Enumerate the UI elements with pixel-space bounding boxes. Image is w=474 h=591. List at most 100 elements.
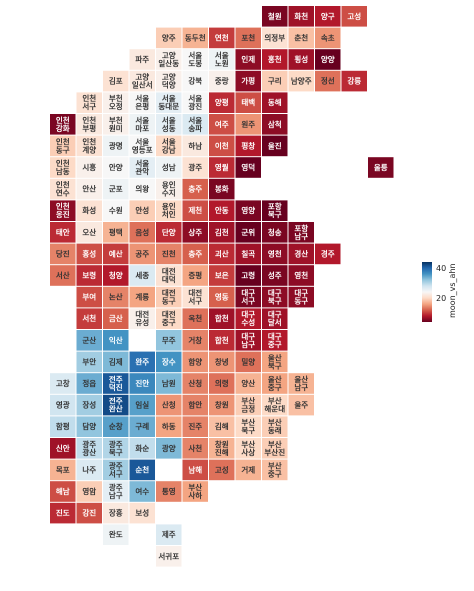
map-tile: 영동 [209, 286, 235, 308]
tile-rect [129, 222, 155, 243]
tile-rect [235, 459, 261, 481]
tile-label: 안동 [215, 205, 229, 215]
tile-rect [156, 49, 182, 70]
tile-label: 속초 [321, 32, 335, 42]
tile-rect [129, 308, 155, 329]
tile-rect [50, 178, 76, 200]
tile-label: 부산 [241, 396, 255, 406]
tile-label: 은평 [135, 101, 149, 111]
tile-label: 광주 [82, 439, 96, 449]
map-tile: 봉화 [209, 178, 235, 200]
tile-rect [50, 265, 76, 286]
tile-rect [76, 502, 102, 524]
tile-rect [235, 394, 261, 416]
tile-rect [103, 308, 129, 329]
tile-label: 군산 [82, 335, 96, 345]
tile-label: 부산 [241, 417, 255, 427]
map-tile: 밀양 [235, 351, 261, 373]
tile-label: 울릉 [374, 162, 388, 172]
tile-rect [50, 135, 76, 157]
tile-label: 인천 [82, 93, 96, 103]
map-tile: 의왕 [129, 178, 155, 200]
tile-label: 수성 [241, 317, 255, 327]
map-tile: 고성 [209, 459, 235, 481]
map-tile: 함양 [182, 351, 208, 373]
tile-label: 광주 [109, 460, 123, 470]
tile-label: 거창 [188, 335, 202, 345]
tile-label: 철원 [268, 11, 282, 21]
tile-label: 화천 [294, 11, 308, 21]
map-tile: 청양 [103, 265, 129, 286]
tile-rect [156, 92, 182, 113]
tile-label: 광주 [109, 482, 123, 492]
map-tile: 시흥 [76, 157, 102, 178]
tile-label: 대전 [162, 288, 176, 298]
tile-label: 고성 [215, 464, 229, 474]
tile-label: 울산 [268, 352, 282, 362]
map-tile: 김포 [103, 70, 129, 92]
tile-label: 증평 [188, 270, 202, 280]
map-tile: 광주 [182, 157, 208, 178]
map-tile: 단양 [156, 222, 182, 243]
tile-label: 거제 [241, 464, 255, 474]
tile-label: 봉화 [215, 184, 229, 194]
map-tile: 영암 [76, 481, 102, 502]
tile-rect [76, 92, 102, 113]
tile-label: 논산 [109, 292, 123, 302]
tile-label: 고령 [241, 270, 255, 280]
tile-rect [156, 524, 182, 545]
map-tile: 울진 [262, 135, 288, 157]
tile-label: 동구 [294, 297, 308, 306]
map-tile: 음성 [129, 222, 155, 243]
tile-rect [235, 416, 261, 437]
map-tile: 영광 [50, 394, 76, 416]
map-tile: 거제 [235, 459, 261, 481]
tile-rect [156, 70, 182, 92]
map-tile: 보은 [209, 265, 235, 286]
tile-label: 용인 [162, 201, 176, 211]
tile-rect [182, 200, 208, 221]
tile-label: 안양 [109, 162, 123, 172]
tile-rect [50, 416, 76, 437]
tile-rect [262, 49, 288, 70]
tile-rect [368, 157, 394, 178]
tile-rect [262, 351, 288, 373]
map-tile: 옥천 [182, 308, 208, 329]
tile-rect [103, 92, 129, 113]
tile-rect [235, 351, 261, 373]
tile-rect [50, 200, 76, 221]
map-tile: 진도 [50, 502, 76, 524]
tile-label: 진주 [188, 421, 202, 431]
tile-label: 서울 [135, 136, 149, 146]
tile-rect [50, 481, 76, 502]
tile-rect [182, 438, 208, 459]
tile-label: 평택 [109, 227, 123, 237]
colorbar [422, 262, 432, 322]
tile-rect [209, 286, 235, 308]
tile-label: 부산 [268, 439, 282, 449]
tile-label: 북구 [109, 447, 123, 457]
map-tile: 진천 [156, 243, 182, 265]
map-tile: 합천 [209, 308, 235, 329]
tile-rect [103, 351, 129, 373]
tile-label: 서울 [162, 115, 176, 125]
tile-rect [103, 265, 129, 286]
tile-label: 전주 [109, 396, 123, 406]
tile-rect [103, 200, 129, 221]
tile-label: 당진 [56, 248, 70, 258]
tile-rect [262, 135, 288, 157]
map-tile: 강북 [182, 70, 208, 92]
tile-label: 인천 [56, 158, 70, 168]
map-tile: 오산 [76, 222, 102, 243]
tile-rect [262, 200, 288, 221]
map-tile: 광명 [103, 135, 129, 157]
map-tile: 평택 [103, 222, 129, 243]
map-tile: 화천 [288, 6, 314, 27]
tile-label: 덕양 [162, 80, 176, 90]
map-tile: 횡성 [288, 49, 314, 70]
tile-label: 광산 [82, 447, 96, 457]
